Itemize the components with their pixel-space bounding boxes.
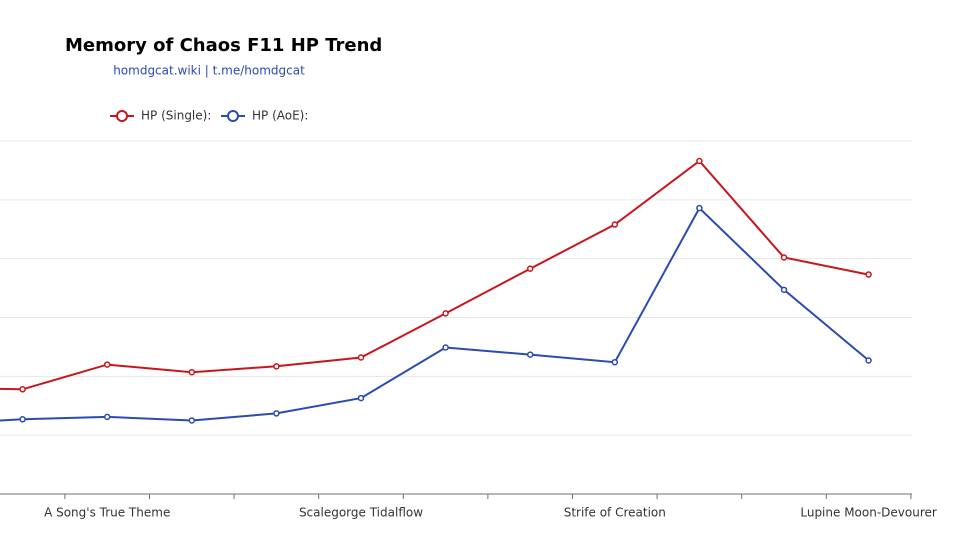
point: [611, 358, 619, 366]
point: [780, 254, 788, 261]
point: [526, 351, 534, 358]
x-tick-label: Lupine Moon-Devourer: [800, 506, 937, 520]
point: [103, 413, 111, 421]
point: [188, 368, 196, 376]
point: [273, 363, 280, 370]
x-tick-label: Scalegorge Tidalflow: [299, 506, 423, 520]
x-tick-label: A Song's True Theme: [44, 506, 170, 520]
chart-title: Memory of Chaos F11 HP Trend: [65, 35, 382, 56]
point: [357, 354, 365, 361]
point: [442, 310, 449, 317]
legend-label: HP (Single):: [141, 109, 211, 123]
point: [188, 417, 196, 424]
point: [442, 344, 449, 351]
point: [865, 271, 872, 278]
point: [19, 416, 26, 423]
legend-label: HP (AoE):: [252, 109, 308, 123]
x-tick-label: Strife of Creation: [564, 506, 666, 520]
chart-subtitle: homdgcat.wiki | t.me/homdgcat: [113, 64, 305, 78]
point: [780, 286, 788, 294]
point: [611, 221, 619, 228]
point: [865, 357, 872, 364]
point: [696, 157, 703, 165]
point: [696, 204, 703, 212]
point: [357, 394, 365, 402]
legend-marker: [116, 110, 128, 122]
point: [19, 386, 26, 393]
series-line: [0, 206, 870, 422]
series-line: [0, 159, 869, 391]
legend-marker: [227, 110, 239, 122]
point: [273, 410, 280, 417]
point: [103, 361, 111, 368]
point: [526, 265, 534, 272]
